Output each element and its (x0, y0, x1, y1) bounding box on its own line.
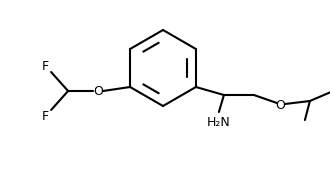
Text: O: O (275, 98, 285, 111)
Text: H₂N: H₂N (207, 116, 231, 129)
Text: F: F (42, 109, 49, 123)
Text: F: F (42, 60, 49, 73)
Text: O: O (93, 84, 103, 98)
